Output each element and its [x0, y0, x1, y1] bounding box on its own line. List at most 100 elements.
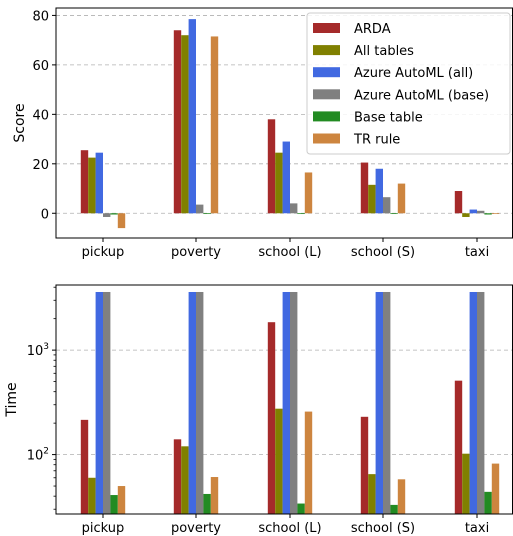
- bar-arda-school-s-: [360, 162, 369, 214]
- bar-tr-rule-school-l-: [304, 172, 313, 214]
- bar-tr-rule-taxi: [491, 213, 500, 215]
- y-tick-label: 40: [32, 108, 49, 123]
- legend-label: TR rule: [353, 133, 400, 148]
- bar-azure-automl-all--taxi: [469, 209, 477, 214]
- bar-base-table-taxi: [484, 213, 492, 215]
- bar-azure-automl-all--school-s-: [375, 168, 383, 214]
- bar-arda-school-l-: [267, 119, 276, 214]
- y-tick-label: 20: [32, 158, 49, 173]
- bar-arda-pickup: [80, 419, 89, 514]
- bar-arda-poverty: [173, 439, 182, 514]
- bar-all-tables-pickup: [88, 477, 96, 514]
- bar-all-tables-school-l-: [275, 408, 283, 514]
- bar-arda-poverty: [173, 30, 182, 214]
- bar-azure-automl-all--school-l-: [282, 141, 290, 214]
- legend-swatch: [313, 67, 340, 78]
- bar-azure-automl-base--taxi: [477, 291, 485, 514]
- bar-azure-automl-base--school-s-: [383, 291, 391, 514]
- bar-azure-automl-all--poverty: [188, 291, 196, 514]
- x-tick-label: school (S): [351, 245, 415, 260]
- y-axis-label: Time: [4, 382, 20, 417]
- bar-azure-automl-all--school-s-: [375, 291, 383, 514]
- x-tick-label: pickup: [82, 521, 125, 536]
- legend-label: Azure AutoML (base): [354, 88, 489, 103]
- bar-all-tables-taxi: [462, 453, 470, 514]
- bar-azure-automl-base--pickup: [103, 213, 111, 217]
- x-tick-label: taxi: [465, 245, 489, 260]
- bar-azure-automl-base--school-s-: [383, 197, 391, 214]
- bar-all-tables-taxi: [462, 213, 470, 217]
- bar-arda-pickup: [80, 150, 89, 214]
- score-chart: 0 20 40 60 80 pickup poverty school (L) school (…: [12, 7, 513, 260]
- bar-all-tables-school-s-: [368, 474, 376, 514]
- bar-base-table-poverty: [203, 213, 211, 215]
- bar-base-table-school-l-: [297, 213, 305, 215]
- y-tick-label: 80: [32, 9, 49, 24]
- bar-arda-school-l-: [267, 322, 276, 514]
- legend-swatch: [313, 45, 340, 56]
- bar-tr-rule-poverty: [210, 477, 219, 514]
- y-tick-exponent: 2: [43, 447, 49, 457]
- y-axis-label: Score: [12, 103, 28, 142]
- bar-arda-taxi: [454, 380, 463, 514]
- y-tick-label: 60: [32, 59, 49, 74]
- bar-arda-taxi: [454, 191, 463, 214]
- bar-all-tables-pickup: [88, 157, 96, 214]
- bar-azure-automl-all--school-l-: [282, 291, 290, 514]
- legend: ARDA All tables Azure AutoML (all) Azure Au…: [306, 12, 511, 155]
- bar-azure-automl-base--taxi: [477, 210, 485, 214]
- bar-base-table-pickup: [110, 213, 118, 215]
- x-tick-label: school (L): [258, 245, 321, 260]
- x-tick-label: pickup: [82, 245, 125, 260]
- bar-azure-automl-all--taxi: [469, 291, 477, 514]
- bar-all-tables-school-s-: [368, 184, 376, 214]
- bar-azure-automl-base--school-l-: [290, 291, 298, 514]
- bar-base-table-school-l-: [297, 503, 305, 514]
- legend-swatch: [313, 133, 340, 144]
- bar-azure-automl-base--school-l-: [290, 203, 298, 214]
- y-tick-base: 10: [27, 344, 44, 359]
- y-tick-exponent: 3: [43, 342, 49, 352]
- bar-base-table-pickup: [110, 495, 118, 514]
- bar-tr-rule-school-s-: [397, 479, 406, 514]
- bar-tr-rule-school-l-: [304, 411, 313, 514]
- x-tick-label: school (L): [258, 521, 321, 536]
- bar-tr-rule-poverty: [210, 36, 219, 214]
- legend-box: [306, 12, 511, 155]
- bar-azure-automl-all--pickup: [95, 291, 103, 514]
- legend-label: ARDA: [354, 22, 391, 37]
- bar-azure-automl-base--pickup: [103, 291, 111, 514]
- legend-swatch: [313, 23, 340, 33]
- x-tick-label: school (S): [351, 521, 415, 536]
- bar-azure-automl-base--poverty: [196, 291, 204, 514]
- bar-all-tables-poverty: [181, 35, 189, 214]
- y-tick-base: 10: [27, 449, 44, 464]
- bar-base-table-school-s-: [390, 213, 398, 215]
- legend-label: All tables: [354, 44, 414, 59]
- bar-tr-rule-taxi: [491, 463, 500, 514]
- legend-swatch: [313, 89, 340, 100]
- y-tick-label: 103: [27, 342, 49, 359]
- bar-all-tables-poverty: [181, 446, 189, 514]
- legend-swatch: [313, 111, 340, 122]
- y-tick-label: 0: [41, 207, 49, 222]
- legend-label: Azure AutoML (all): [354, 66, 473, 81]
- bar-all-tables-school-l-: [275, 152, 283, 214]
- bar-arda-school-s-: [360, 416, 369, 514]
- legend-label: Base table: [354, 110, 423, 125]
- x-tick-label: taxi: [465, 521, 489, 536]
- bar-base-table-taxi: [484, 491, 492, 514]
- bar-base-table-school-s-: [390, 504, 398, 514]
- bar-azure-automl-all--poverty: [188, 19, 196, 214]
- bar-tr-rule-pickup: [117, 486, 126, 514]
- x-tick-label: poverty: [171, 521, 221, 536]
- y-tick-label: 102: [27, 447, 49, 464]
- x-tick-label: poverty: [171, 245, 221, 260]
- bar-tr-rule-pickup: [117, 213, 126, 229]
- bar-base-table-poverty: [203, 493, 211, 514]
- bar-azure-automl-all--pickup: [95, 152, 103, 214]
- bar-azure-automl-base--poverty: [196, 204, 204, 214]
- bar-tr-rule-school-s-: [397, 183, 406, 214]
